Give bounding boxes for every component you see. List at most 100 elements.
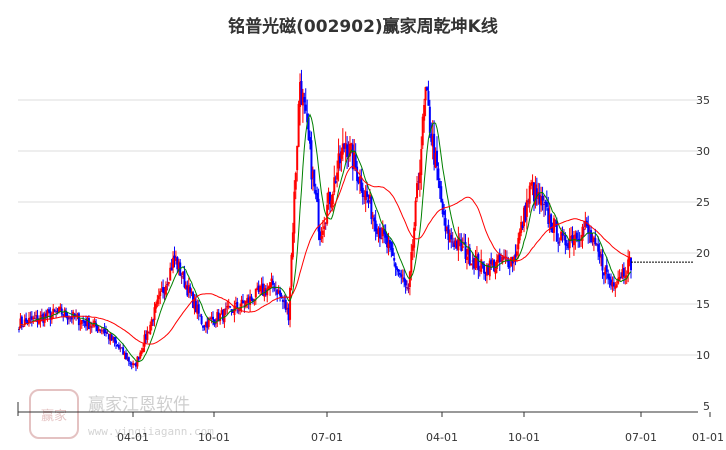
candle-body <box>241 300 244 304</box>
candle <box>183 265 186 289</box>
candle-body <box>116 345 119 347</box>
candle <box>351 138 354 181</box>
candle <box>169 262 172 281</box>
candle <box>147 331 150 334</box>
candle-body <box>261 283 264 296</box>
candle-body <box>246 298 249 303</box>
candle-body <box>224 308 227 310</box>
candle <box>353 139 356 171</box>
candle-body <box>602 272 605 276</box>
candle <box>120 347 123 349</box>
candle-body <box>55 311 58 313</box>
candle <box>281 296 284 310</box>
candle <box>212 311 215 326</box>
candle <box>163 287 166 301</box>
candle-body <box>177 261 180 272</box>
candle <box>96 324 99 334</box>
candle-body <box>233 305 236 315</box>
candle <box>453 237 456 251</box>
candle-body <box>397 269 400 272</box>
candle <box>530 179 533 190</box>
candle <box>123 351 126 360</box>
candle <box>360 168 363 193</box>
candle <box>558 237 561 246</box>
candle-body <box>333 177 336 193</box>
candle <box>403 269 406 288</box>
candle <box>535 177 538 207</box>
candle <box>229 306 232 309</box>
candle <box>377 226 380 243</box>
candle <box>310 131 313 190</box>
candle <box>63 307 66 318</box>
candle-body <box>109 333 112 341</box>
candle <box>132 360 135 368</box>
candle-body <box>20 316 23 326</box>
candle <box>598 242 601 264</box>
candle <box>140 347 143 357</box>
candle <box>625 270 628 285</box>
candle-body <box>341 143 344 155</box>
candle <box>477 252 480 279</box>
candle <box>326 192 329 226</box>
candle-body <box>444 218 447 232</box>
candle <box>474 249 477 271</box>
candle-body <box>485 264 488 276</box>
candle-body <box>176 256 179 270</box>
candle-body <box>451 241 454 243</box>
candle-body <box>433 133 436 165</box>
candle-body <box>460 239 463 251</box>
candle-body <box>113 336 116 342</box>
candle-body <box>259 287 262 292</box>
candle-body <box>394 263 397 268</box>
candle-body <box>112 337 115 340</box>
candle-body <box>373 217 376 222</box>
candle <box>270 272 273 289</box>
candle-body <box>346 144 349 157</box>
candle <box>116 343 119 347</box>
candle <box>568 228 571 258</box>
candle-body <box>351 144 354 170</box>
candle-body <box>227 305 230 307</box>
candle-body <box>37 319 40 324</box>
candle-body <box>430 133 433 142</box>
candle-body <box>289 287 292 320</box>
candle-body <box>96 325 99 332</box>
candle-body <box>495 259 498 269</box>
candle <box>303 92 306 114</box>
candle <box>408 270 411 296</box>
candle-body <box>445 226 448 230</box>
candle-body <box>517 237 520 250</box>
candle-body <box>122 347 125 355</box>
candle <box>146 326 149 343</box>
candle-body <box>33 317 36 319</box>
candle <box>340 147 343 172</box>
candle <box>470 263 473 266</box>
candle-body <box>488 260 491 277</box>
candle <box>551 222 554 233</box>
candle <box>386 233 389 254</box>
candle <box>508 260 511 276</box>
candle-body <box>374 220 377 232</box>
candle-body <box>183 271 186 288</box>
candle <box>525 188 528 230</box>
candle-body <box>170 267 173 271</box>
candle <box>244 300 247 309</box>
candle-body <box>50 314 53 320</box>
candle-body <box>518 231 521 241</box>
candle <box>174 250 177 265</box>
candle-body <box>301 92 304 106</box>
candle-body <box>254 288 257 298</box>
candle <box>249 289 252 312</box>
candle-body <box>428 106 431 134</box>
candle-body <box>434 152 437 168</box>
candle-body <box>67 318 70 320</box>
candle-body <box>140 351 143 354</box>
candle <box>26 319 29 326</box>
candle-body <box>540 196 543 206</box>
candle <box>176 256 179 274</box>
candle <box>190 288 193 297</box>
candle <box>461 237 464 251</box>
candle-body <box>437 168 440 181</box>
candle <box>36 309 39 328</box>
candle-body <box>277 290 280 294</box>
